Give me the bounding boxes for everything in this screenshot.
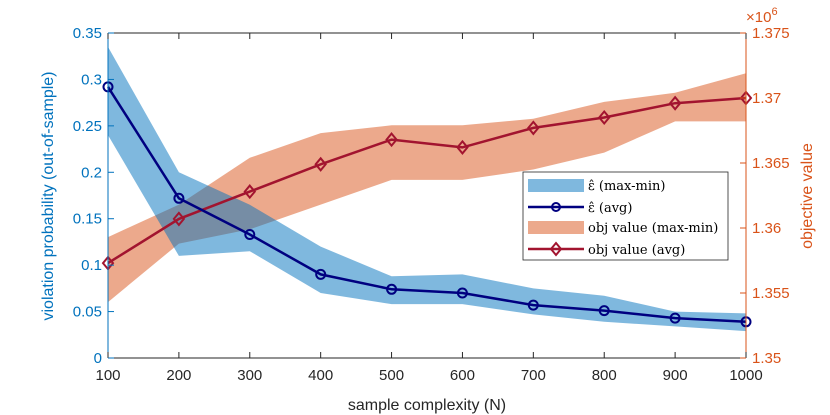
obj-avg-point xyxy=(243,184,257,200)
y-left-tick-label: 0 xyxy=(94,350,102,367)
legend-swatch-obj-band xyxy=(528,221,584,234)
bands-layer xyxy=(108,46,746,332)
y-axis-left-label: violation probability (out-of-sample) xyxy=(40,72,57,321)
eps-avg-point xyxy=(244,229,256,240)
obj-avg-point xyxy=(597,109,611,126)
x-tick-label: 100 xyxy=(95,367,120,384)
obj-avg-point xyxy=(314,156,327,172)
obj-avg-point xyxy=(668,95,682,111)
x-tick-label: 800 xyxy=(592,367,617,384)
legend-label-obj-band: obj value (max-min) xyxy=(588,221,718,236)
y-right-tick-label: 1.375 xyxy=(752,25,790,42)
obj-avg-point xyxy=(527,120,540,136)
legend: ε̂ (max-min) ε̂ (avg) obj value (max-min… xyxy=(522,171,729,261)
x-axis-label: sample complexity (N) xyxy=(348,397,506,414)
x-tick-label: 700 xyxy=(521,367,546,384)
y-left-tick-label: 0.3 xyxy=(81,71,102,88)
y-axis-right-label: objective value xyxy=(799,143,816,249)
legend-label-eps-avg: ε̂ (avg) xyxy=(588,201,632,216)
eps-avg-line xyxy=(106,86,747,324)
y-right-tick-label: 1.35 xyxy=(752,350,781,367)
y-left-tick-label: 0.25 xyxy=(73,118,102,135)
eps-avg-point xyxy=(386,283,398,295)
x-tick-label: 500 xyxy=(379,367,404,384)
legend-swatch-eps-band xyxy=(528,179,584,192)
legend-marker-obj-avg xyxy=(549,241,563,257)
y-right-tick-label: 1.37 xyxy=(752,90,781,107)
legend-marker-eps-avg xyxy=(551,202,561,212)
obj-avg-point xyxy=(172,211,186,227)
y-left-tick-label: 0.15 xyxy=(73,211,102,228)
y-left-tick-label: 0.1 xyxy=(81,257,102,274)
eps-avg-point xyxy=(456,287,468,299)
y-left-tick-label: 0.2 xyxy=(81,164,102,181)
x-tick-label: 200 xyxy=(166,367,191,384)
legend-label-eps-band: ε̂ (max-min) xyxy=(588,179,665,194)
eps-maxmin-band xyxy=(108,46,746,332)
eps-avg-point xyxy=(173,192,185,204)
x-tick-label: 300 xyxy=(237,367,262,384)
x-tick-label: 900 xyxy=(663,367,688,384)
y-right-tick-label: 1.36 xyxy=(752,220,781,237)
x-tick-label: 400 xyxy=(308,367,333,384)
obj-avg-point xyxy=(385,132,398,148)
obj-avg-line xyxy=(107,96,747,265)
eps-avg-point xyxy=(315,268,327,280)
y-right-tick-label: 1.355 xyxy=(752,285,790,302)
x-tick-label: 1000 xyxy=(729,367,762,384)
eps-avg-point xyxy=(669,312,681,324)
ticks-layer: 100 200 300 400 500 600 700 800 900 1000 0 0.05 0.1 0… xyxy=(73,25,790,384)
y-left-tick-label: 0.05 xyxy=(73,304,102,321)
right-axis-multiplier-exponent: 6 xyxy=(771,6,777,18)
y-right-tick-label: 1.365 xyxy=(752,155,790,172)
axes-layer xyxy=(107,32,747,359)
eps-avg-point xyxy=(527,299,539,311)
obj-maxmin-band xyxy=(108,73,746,303)
legend-label-obj-avg: obj value (avg) xyxy=(588,243,685,258)
x-tick-label: 600 xyxy=(450,367,475,384)
eps-avg-point xyxy=(598,305,610,317)
right-axis-multiplier: ×106 xyxy=(746,6,778,26)
y-left-tick-label: 0.35 xyxy=(73,25,102,42)
obj-avg-point xyxy=(456,139,469,155)
